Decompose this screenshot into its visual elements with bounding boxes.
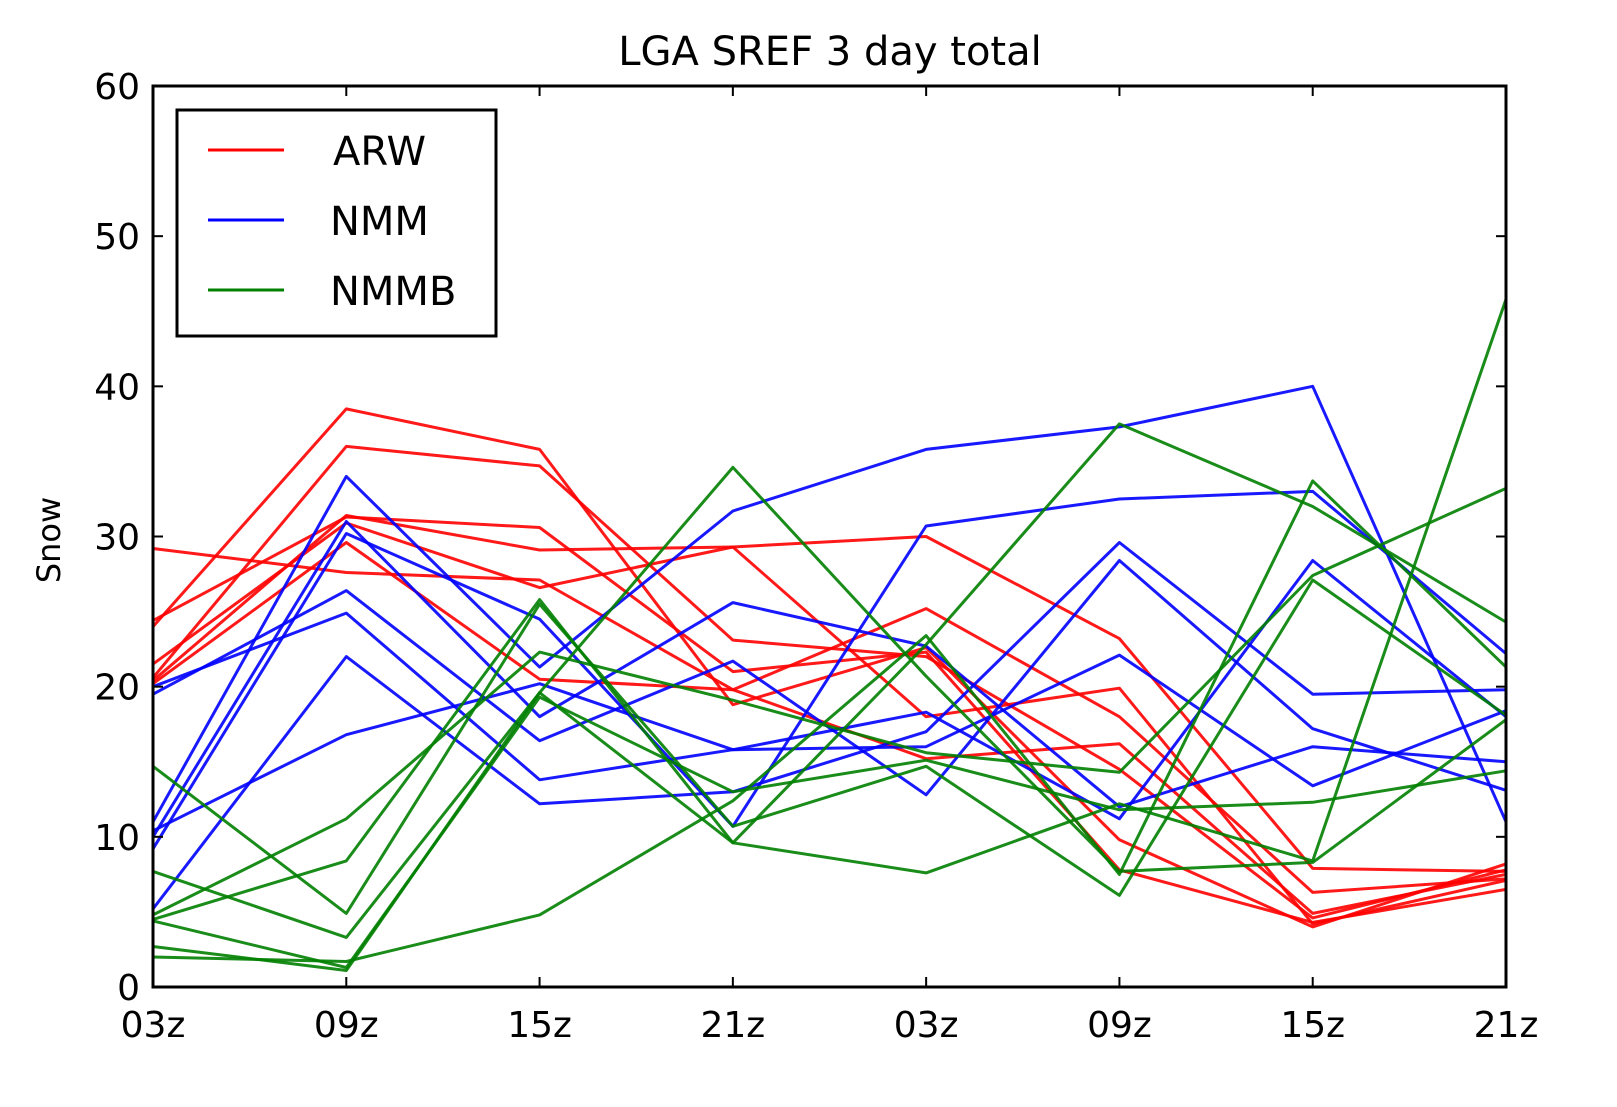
series-line-nmmb-15 (152, 422, 1507, 921)
y-tick-label: 10 (94, 818, 140, 859)
y-tick-label: 40 (94, 367, 140, 408)
series-line-arw-7 (152, 514, 1507, 926)
legend-label-nmmb: NMMB (330, 269, 456, 315)
series-line-nmm-13 (152, 611, 1507, 788)
chart-title: LGA SREF 3 day total (618, 29, 1041, 75)
series-line-nmm-12 (151, 541, 1507, 910)
y-tick-label: 20 (94, 668, 140, 709)
series-line-nmm-10 (151, 520, 1507, 838)
x-tick-label: 15z (1280, 1005, 1345, 1046)
x-tick-label: 21z (1474, 1005, 1539, 1046)
series-line-nmmb-18 (152, 487, 1507, 917)
legend-label-nmm: NMM (330, 199, 429, 245)
y-tick-label: 60 (94, 67, 140, 108)
y-axis-label: Snow (30, 497, 68, 583)
series-line-arw-2 (152, 515, 1507, 924)
y-tick-label: 50 (94, 217, 140, 258)
series-line-nmmb-19 (152, 465, 1507, 939)
series-line-nmmb-21 (152, 695, 1507, 969)
x-tick-label: 21z (700, 1005, 765, 1046)
x-tick-label: 03z (121, 1005, 186, 1046)
series-line-nmmb-16 (152, 479, 1508, 963)
legend-label-arw: ARW (333, 129, 426, 175)
y-tick-label: 0 (117, 968, 140, 1009)
series-line-nmm-14 (152, 559, 1507, 833)
legend-box (175, 108, 498, 338)
legend: ARW NMM NMMB (175, 108, 498, 338)
x-tick-label: 09z (314, 1005, 379, 1046)
x-tick-label: 09z (1087, 1005, 1152, 1046)
series-line-arw-4 (152, 521, 1507, 873)
series-layer (151, 298, 1508, 972)
x-tick-label: 03z (894, 1005, 959, 1046)
y-tick-label: 30 (94, 518, 140, 559)
series-line-nmmb-17 (152, 578, 1507, 915)
x-tick-label: 15z (507, 1005, 572, 1046)
ticks-layer: 03z 09z 15z 21z 03z 09z 15z 21z 0 10 20 30 40 50 60 (94, 67, 1538, 1046)
series-line-nmmb-20 (152, 298, 1508, 972)
series-line-nmm-8 (151, 384, 1508, 823)
